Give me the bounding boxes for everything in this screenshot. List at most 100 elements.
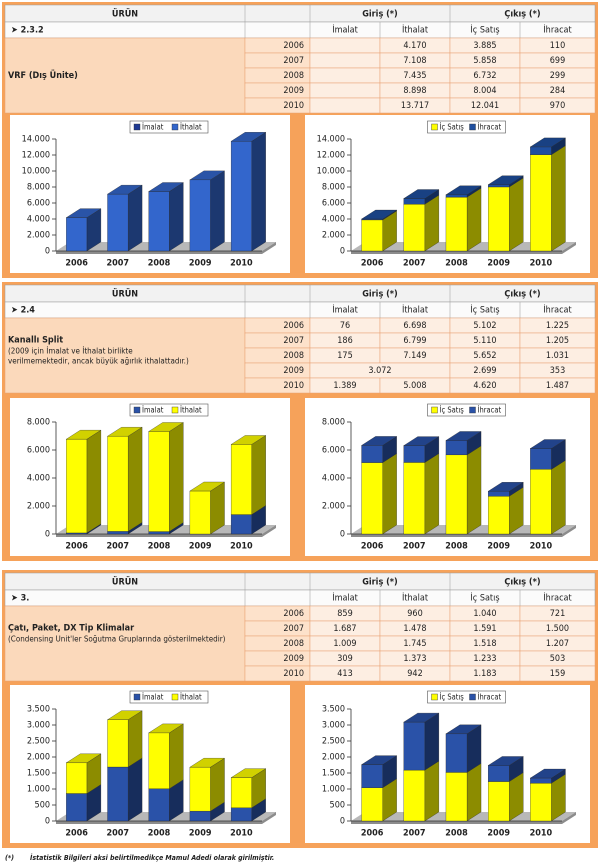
bar-top: [361, 436, 398, 446]
bar: [361, 462, 383, 535]
bar: [66, 217, 88, 252]
y-tick-label: 3.500: [322, 705, 345, 715]
bar: [445, 440, 468, 456]
bar-top: [403, 436, 440, 446]
legend-swatch: [171, 693, 179, 701]
year: 2006: [283, 41, 304, 51]
product-name: VRF (Dış Ünite): [8, 70, 78, 81]
column-header: İthalat: [402, 305, 428, 316]
value: 1.183: [473, 669, 496, 679]
bar-side: [169, 422, 184, 532]
y-tick-label: 0: [45, 817, 50, 827]
bar-top: [529, 137, 566, 148]
legend-label: İmalat: [142, 123, 164, 132]
value: 2.699: [473, 366, 496, 376]
value: 5.652: [473, 351, 496, 361]
product-name: Çatı, Paket, DX Tip Klimalar: [8, 624, 134, 634]
y-tick-label: 8.000: [27, 418, 50, 428]
x-tick-label: 2007: [107, 259, 130, 269]
value: 1.487: [546, 381, 569, 391]
bar: [487, 765, 510, 782]
x-tick-label: 2006: [65, 542, 88, 552]
value: 284: [550, 86, 565, 96]
x-tick-label: 2009: [487, 259, 510, 269]
value: 1.518: [473, 639, 496, 649]
y-tick-label: 4.000: [322, 474, 345, 484]
bar: [361, 764, 383, 788]
year: 2008: [283, 639, 304, 649]
bar-top: [361, 209, 398, 220]
value: 1.687: [333, 624, 356, 634]
value: 299: [550, 71, 565, 81]
value: 5.858: [473, 56, 496, 66]
column-header: İmalat: [332, 25, 358, 36]
section-code: ➤ 2.4: [11, 306, 35, 316]
bar-top: [230, 768, 267, 778]
bar: [66, 762, 88, 794]
bar: [403, 198, 426, 205]
bar-side: [424, 453, 440, 535]
value: 12.041: [471, 101, 499, 111]
legend-swatch: [469, 123, 476, 131]
x-tick-label: 2009: [487, 542, 510, 552]
year: 2009: [283, 86, 304, 96]
subheader-row: [4, 589, 596, 607]
x-tick-label: 2010: [230, 542, 253, 552]
header-in: Giriş (*): [362, 10, 397, 20]
value-cell: [309, 52, 381, 69]
y-tick-label: 3.000: [322, 721, 345, 731]
header-in: Giriş (*): [362, 578, 397, 588]
year: 2008: [283, 71, 304, 81]
footnote-mark: (*): [5, 854, 14, 862]
bar-top: [65, 208, 102, 218]
y-tick-label: 8.000: [322, 418, 345, 428]
bar: [530, 782, 552, 822]
value: 1.009: [333, 639, 356, 649]
bar: [189, 179, 211, 252]
bar: [230, 777, 252, 808]
bar-side: [466, 187, 482, 252]
x-tick-label: 2010: [230, 259, 253, 269]
legend-label: İç Satış: [440, 123, 465, 132]
bar-side: [424, 194, 440, 252]
value: 942: [407, 669, 422, 679]
value: 6.732: [473, 71, 496, 81]
legend-label: İhracat: [478, 406, 502, 415]
y-tick-label: 12.000: [317, 151, 345, 161]
bar-top: [148, 723, 184, 734]
bar: [107, 436, 129, 532]
bar: [107, 193, 129, 252]
bar: [230, 444, 252, 515]
x-tick-label: 2010: [530, 542, 553, 552]
bar-side: [551, 460, 566, 535]
bar-top: [403, 189, 440, 199]
product-cell: [4, 605, 246, 682]
y-tick-label: 500: [35, 801, 50, 811]
bar-top: [529, 439, 566, 449]
legend-swatch: [469, 693, 476, 701]
x-tick-label: 2008: [148, 829, 171, 839]
value: 5.110: [473, 336, 496, 346]
y-tick-label: 3.500: [27, 705, 50, 715]
bar: [148, 732, 170, 789]
bar: [403, 203, 426, 252]
bar: [445, 196, 468, 252]
bar-side: [210, 170, 225, 252]
bar: [445, 772, 468, 822]
product-cell: [4, 317, 246, 394]
y-tick-label: 4.000: [27, 215, 50, 225]
y-tick-label: 14.000: [22, 135, 50, 145]
y-tick-label: 0: [45, 247, 50, 257]
value: 8.004: [473, 86, 496, 96]
bar-top: [487, 175, 524, 185]
bar-side: [86, 429, 102, 534]
bar: [530, 777, 552, 784]
value-cell: [519, 665, 596, 682]
bar: [445, 454, 468, 535]
value: 859: [337, 609, 352, 619]
bar: [107, 531, 129, 535]
y-tick-label: 2.000: [27, 231, 50, 241]
legend: [427, 120, 506, 134]
x-tick-label: 2007: [403, 259, 426, 269]
value: 5.102: [473, 321, 496, 331]
